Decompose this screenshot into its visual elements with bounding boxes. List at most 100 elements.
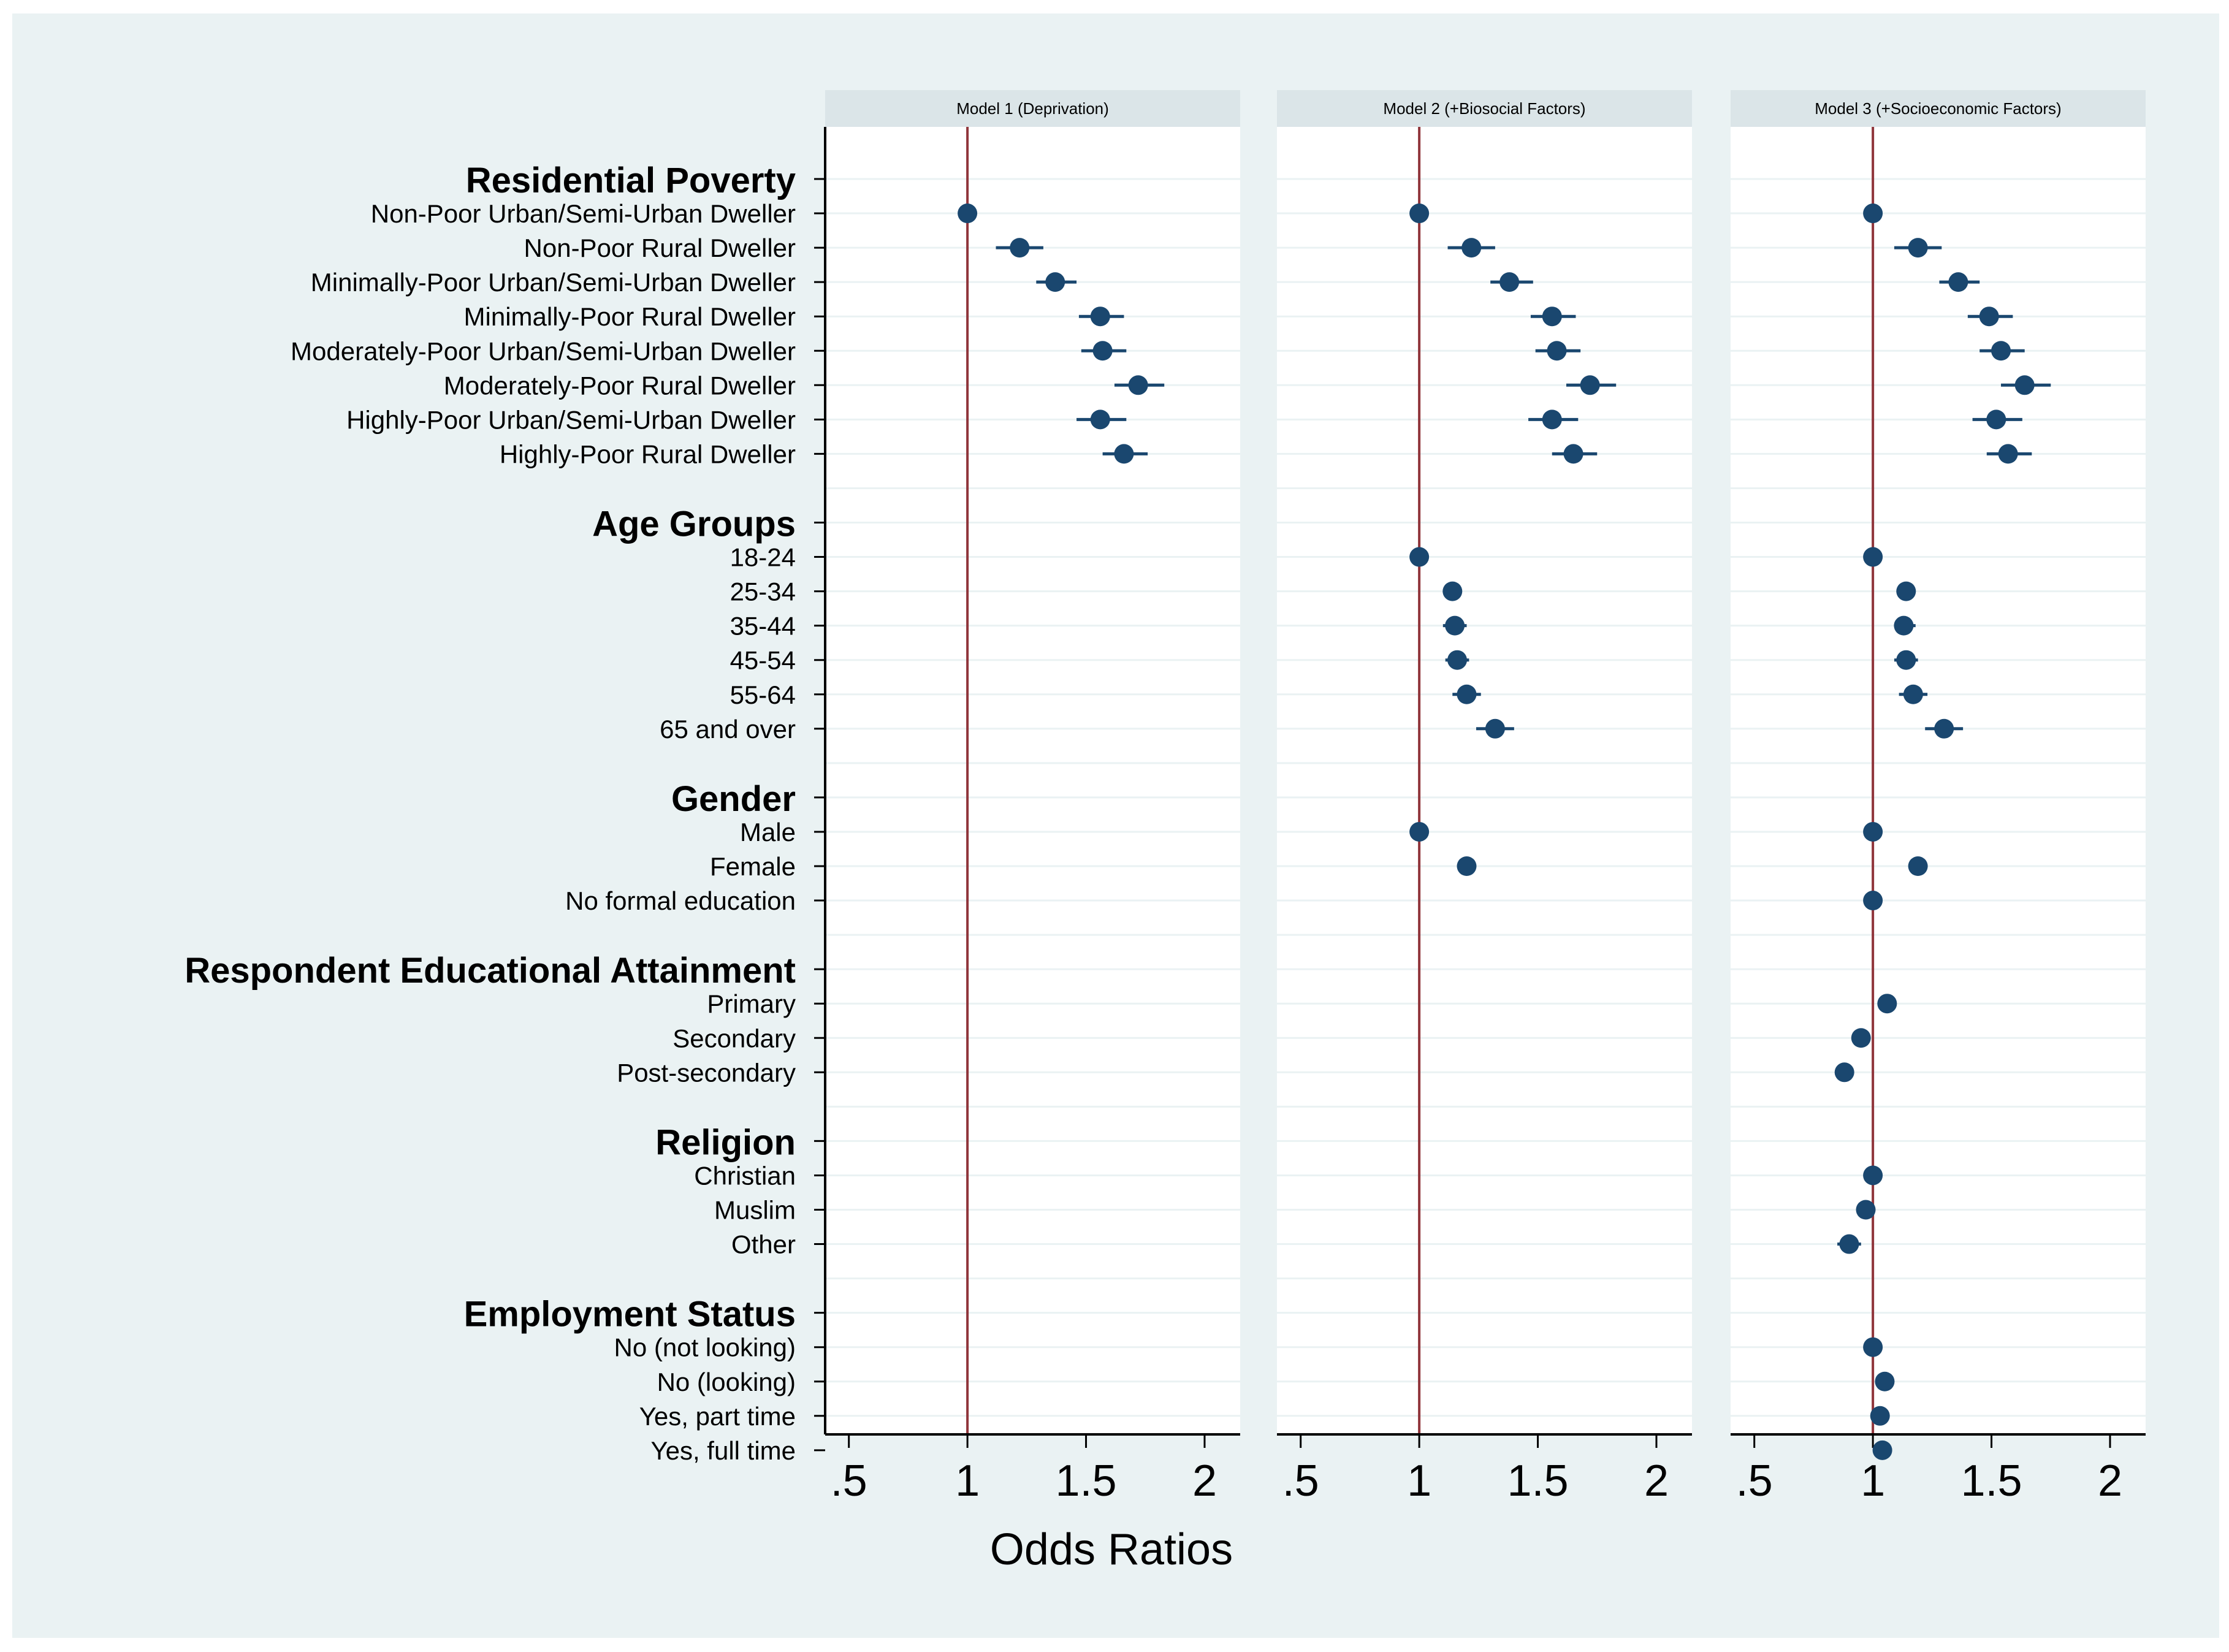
estimate-point [1877, 994, 1897, 1014]
plot-area-panel-1 [825, 127, 1240, 1434]
row-label: Post-secondary [617, 1058, 796, 1087]
row-label: Christian [694, 1161, 796, 1190]
estimate-point [1894, 615, 1914, 636]
estimate-point [1092, 341, 1113, 361]
row-label: 18-24 [730, 543, 796, 572]
plot-area-panel-2 [1277, 127, 1692, 1434]
estimate-point [2014, 375, 2035, 395]
row-label: Minimally-Poor Urban/Semi-Urban Dweller [311, 268, 796, 297]
estimate-point [1409, 204, 1430, 224]
estimate-point [1896, 581, 1916, 601]
estimate-point [1409, 821, 1430, 842]
estimate-point [1948, 272, 1968, 292]
estimate-point [1856, 1200, 1876, 1220]
panel-title-3: Model 3 (+Socioeconomic Factors) [1815, 99, 2061, 118]
group-header: Age Groups [592, 504, 796, 544]
panel-strip-3 [1731, 90, 2146, 127]
estimate-point [1580, 375, 1600, 395]
estimate-point [1979, 306, 1999, 327]
estimate-point [1445, 615, 1465, 636]
estimate-point [1045, 272, 1065, 292]
estimate-point [1010, 238, 1030, 258]
row-label: Highly-Poor Urban/Semi-Urban Dweller [346, 405, 796, 434]
x-tick-label: 1 [955, 1456, 980, 1505]
estimate-point [1542, 306, 1562, 327]
estimate-point [1863, 1165, 1883, 1186]
x-tick-label: .5 [1736, 1456, 1773, 1505]
row-label: Non-Poor Urban/Semi-Urban Dweller [371, 199, 796, 228]
estimate-point [1128, 375, 1148, 395]
estimate-point [1863, 821, 1883, 842]
estimate-point [1863, 547, 1883, 567]
estimate-point [1903, 684, 1923, 704]
estimate-point [1499, 272, 1520, 292]
estimate-point [1461, 238, 1482, 258]
x-tick-label: 1 [1861, 1456, 1885, 1505]
row-label: Minimally-Poor Rural Dweller [464, 302, 796, 331]
group-header: Gender [671, 779, 796, 819]
estimate-point [1457, 684, 1477, 704]
estimate-point [1090, 409, 1110, 430]
chart-frame: Model 1 (Deprivation) .5 1 1.5 2 Model 2 (+Bi… [12, 13, 2219, 1638]
row-label: No (not looking) [614, 1333, 796, 1362]
estimate-point [1872, 1440, 1892, 1460]
estimate-point [1457, 856, 1477, 876]
row-label: Moderately-Poor Rural Dweller [444, 371, 796, 400]
row-label: 45-54 [730, 646, 796, 675]
row-label: Yes, part time [639, 1402, 796, 1431]
panel-strip-1 [825, 90, 1240, 127]
row-label: 65 and over [660, 715, 796, 744]
estimate-point [1863, 204, 1883, 224]
row-label: Female [710, 852, 796, 881]
x-tick-label: 1 [1407, 1456, 1431, 1505]
plot-area-panel-3 [1731, 127, 2146, 1434]
estimate-point [1851, 1028, 1871, 1048]
estimate-point [1542, 409, 1562, 430]
estimate-point [1563, 444, 1583, 464]
row-label: No (looking) [657, 1368, 796, 1396]
row-label: Male [740, 818, 796, 847]
x-tick-label: 1.5 [1055, 1456, 1116, 1505]
estimate-point [1090, 306, 1110, 327]
x-tick-label: 2 [2098, 1456, 2122, 1505]
estimate-point [1114, 444, 1134, 464]
x-tick-label: 2 [1644, 1456, 1669, 1505]
estimate-point [1870, 1406, 1890, 1426]
x-tick-label: 1.5 [1960, 1456, 2022, 1505]
x-tick-label: 1.5 [1507, 1456, 1568, 1505]
estimate-point [1863, 1337, 1883, 1357]
estimate-point [1442, 581, 1463, 601]
estimate-point [1991, 341, 2011, 361]
estimate-point [1485, 718, 1505, 739]
estimate-point [1409, 547, 1430, 567]
row-label: Non-Poor Rural Dweller [524, 234, 796, 262]
estimate-point [1896, 650, 1916, 670]
row-label: Secondary [673, 1024, 796, 1052]
group-header: Religion [655, 1122, 796, 1162]
row-label: Moderately-Poor Urban/Semi-Urban Dweller [291, 337, 796, 365]
row-label: 25-34 [730, 577, 796, 606]
x-tick-label: .5 [1282, 1456, 1319, 1505]
row-label: 55-64 [730, 680, 796, 709]
row-label: Primary [707, 989, 796, 1018]
panel-strip-2 [1277, 90, 1692, 127]
estimate-point [1998, 444, 2018, 464]
row-label: Yes, full time [650, 1436, 796, 1465]
estimate-point [1547, 341, 1567, 361]
row-label: 35-44 [730, 612, 796, 641]
x-tick-label: 2 [1192, 1456, 1217, 1505]
estimate-point [1934, 718, 1954, 739]
estimate-point [1908, 856, 1928, 876]
estimate-point [1863, 891, 1883, 911]
estimate-point [958, 204, 978, 224]
row-label: Highly-Poor Rural Dweller [500, 440, 796, 468]
x-axis-title: Odds Ratios [990, 1525, 1233, 1574]
panel-title-1: Model 1 (Deprivation) [956, 99, 1109, 118]
estimate-point [1834, 1062, 1854, 1083]
row-label: Muslim [714, 1196, 796, 1225]
estimate-point [1908, 238, 1928, 258]
estimate-point [1447, 650, 1468, 670]
estimate-point [1875, 1371, 1895, 1391]
x-tick-label: .5 [831, 1456, 867, 1505]
